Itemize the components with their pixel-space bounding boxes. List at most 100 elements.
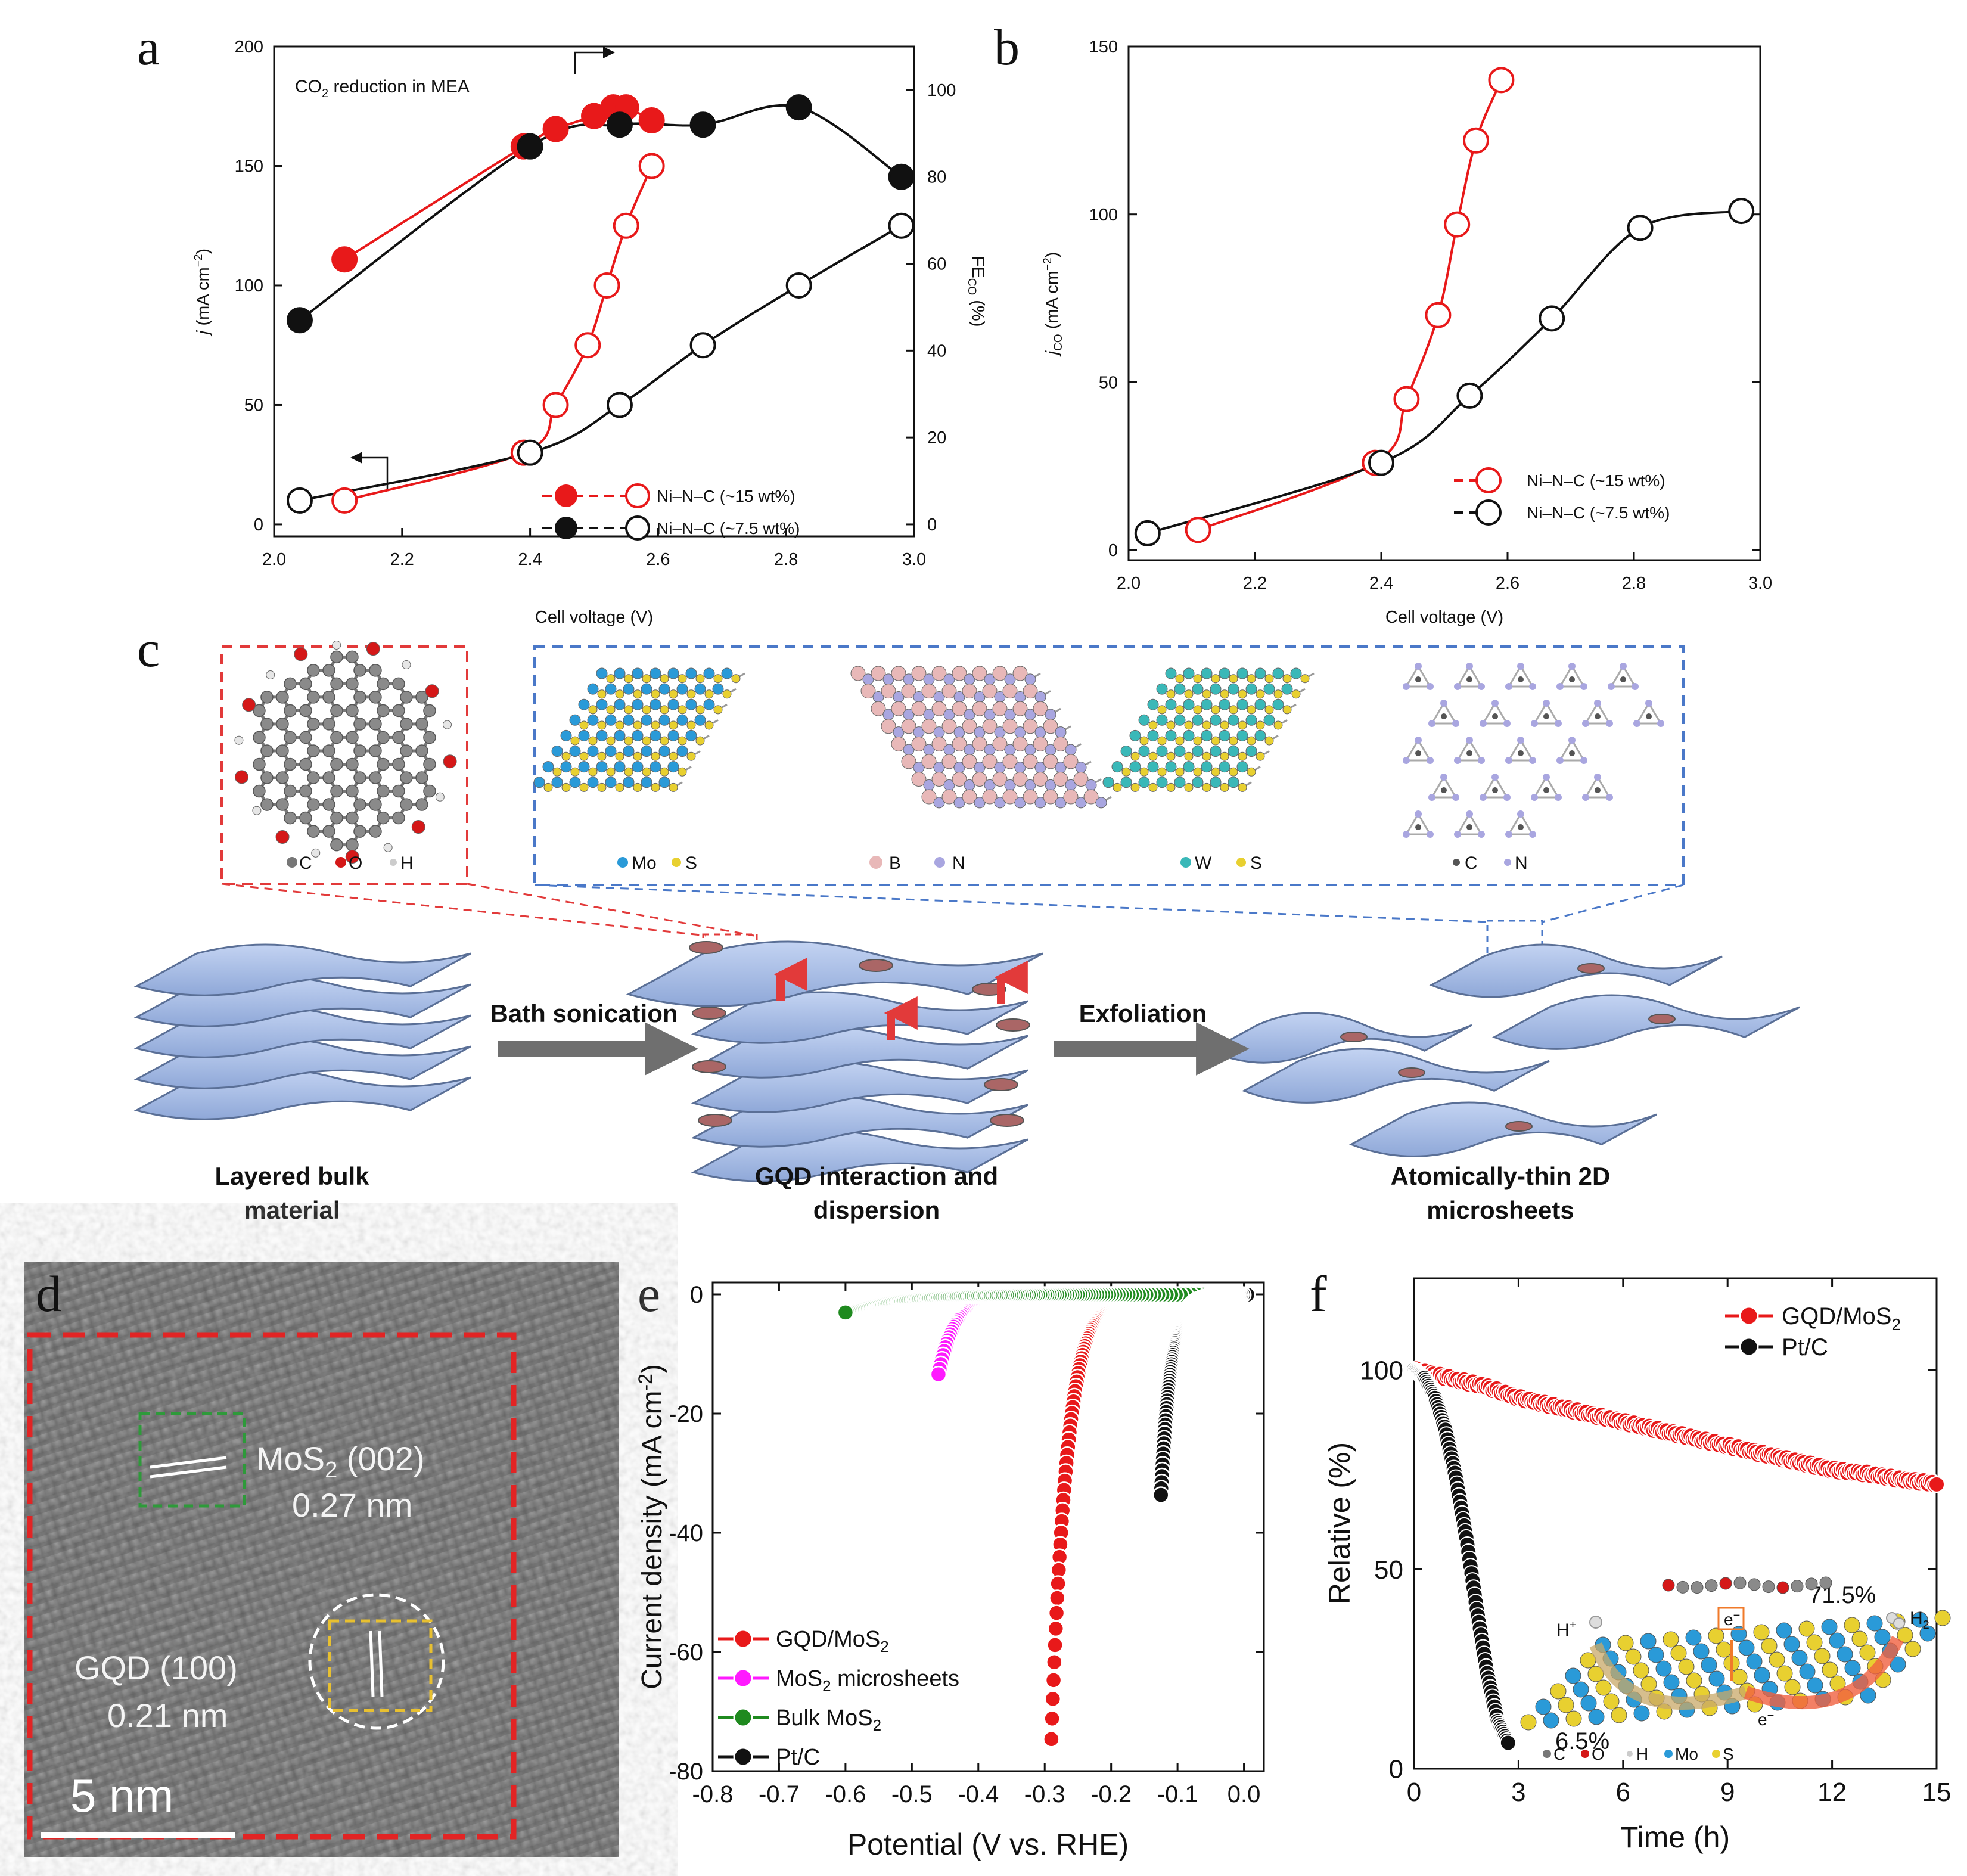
lattice-atom-a [1147,761,1159,773]
jco-point [1627,215,1654,241]
carbon-atom [392,757,405,771]
lattice-atom-a [1053,771,1068,787]
inset-lattice-atom [1738,1639,1755,1656]
caption-bulk-line1: Layered bulk [215,1162,369,1190]
lattice-atom-b [1075,762,1087,774]
inset-lattice-atom [1798,1620,1815,1637]
lattice-atom-b [624,705,633,715]
hydrogen-atom [234,735,244,745]
carbon-atom [330,650,343,664]
inset-lattice-atom [1784,1679,1801,1695]
lattice-atom-a [1156,746,1168,757]
fe-point [542,116,569,142]
lattice-atom-b [1148,751,1158,761]
chart-a-legend: Ni–N–C (~15 wt%) Ni–N–C (~7.5 wt%) [542,483,800,541]
inset-lattice-atom [1866,1615,1883,1632]
lattice-atom-a [641,714,652,726]
inset-lattice-atom [1617,1635,1634,1651]
lattice-atom-a [911,736,927,751]
gqd-dispersed-stack [626,940,1043,1182]
oxygen-atom [275,830,290,844]
n-atom [1555,794,1562,801]
lattice-atom-a [1023,789,1038,805]
inset-gqd-atom [1748,1578,1761,1591]
lattice-atom-b [1130,782,1140,792]
lattice-atom-b [678,674,687,684]
hydrogen-atom [443,720,452,729]
lattice-atom-b [615,782,624,792]
lattice-atom-a [1073,771,1089,787]
lattice-atom-a [931,771,947,787]
triazine-unit [1558,738,1586,762]
svg-text:S: S [1723,1745,1734,1763]
lattice-atom-b [1238,782,1247,792]
carbon-atom [423,704,436,718]
polarization-point [1049,1589,1066,1607]
lattice-atom-a [1033,736,1048,751]
n-atom [1478,683,1485,690]
series-line [299,225,902,502]
chart-e: -0.8 -0.7 -0.6 -0.5 -0.4 -0.3 -0.2 -0.1 0.0 0 -20 -… [635,1281,1265,1861]
chart-a-xlabel: Cell voltage (V) [535,608,653,627]
lattice-atom-b [1282,674,1292,684]
c-atom [1543,713,1549,719]
materials-structure-box [533,645,1685,886]
inset-electron-box [1717,1607,1745,1630]
c-atom [1415,750,1421,756]
carbon-atom [377,757,390,771]
triazine-unit [1584,775,1611,799]
inset-legend: C O H Mo S [1543,1745,1734,1763]
x-tick-label: 0 [1407,1778,1421,1807]
carbon-atom [330,704,343,718]
carbon-atom [322,798,335,811]
j-point [593,272,620,299]
inset-h2-atom-2 [1893,1617,1905,1629]
lattice-atom-a [982,719,998,734]
inset-gqd-atom [1719,1577,1732,1590]
oxygen-atom [443,754,457,769]
lattice-atom-a [1002,789,1018,805]
lattice-atom-a [1290,667,1302,679]
chart-e-legend-4: Pt/C [776,1745,820,1770]
series-line [344,104,652,260]
carbon-atom [330,838,343,852]
inset-lattice-atom [1919,1625,1936,1642]
n-atom [1517,663,1524,670]
fe-point [689,111,716,138]
oxygen-atom [345,850,359,864]
carbon-atom [322,664,335,677]
chart-f-legend: GQD/MoS2 Pt/C [1725,1303,1901,1361]
hydrogen-atom [311,848,321,858]
triazine-unit [1609,664,1637,688]
n-atom [1478,757,1485,764]
lattice-atom-b [633,689,642,699]
carbon-atom [253,784,266,798]
lattice-atom-a [605,777,617,788]
tem-noise [24,1262,619,1857]
lattice-atom-a [578,698,590,710]
fe-point [331,246,358,273]
n-atom [1505,831,1512,838]
n-atom [1428,794,1435,801]
lattice-atom-a [667,729,679,741]
inset-gqd-atom [1791,1580,1804,1593]
c-atom [1569,676,1575,682]
carbon-atom [322,825,335,838]
inset-lattice-atom [1565,1667,1581,1684]
svg-text:W: W [1195,853,1212,873]
lattice-atom-a [1183,667,1195,679]
inset-lattice-atom [1851,1630,1868,1647]
n-atom [1645,700,1652,707]
lattice-atom-a [881,684,896,699]
materials-zoom-line-left [534,884,1489,923]
carbon-atom [276,798,289,811]
lattice-atom-b [543,782,553,792]
lattice-atom-a [1002,684,1018,699]
inset-lattice-atom [1535,1698,1552,1715]
lattice-atom-b [579,720,589,730]
lattice-atom-a [1228,714,1239,726]
carbon-atom [400,718,413,731]
n-atom [1403,683,1410,690]
c-atom [1518,824,1524,830]
inset-lattice-atom [1822,1661,1838,1678]
